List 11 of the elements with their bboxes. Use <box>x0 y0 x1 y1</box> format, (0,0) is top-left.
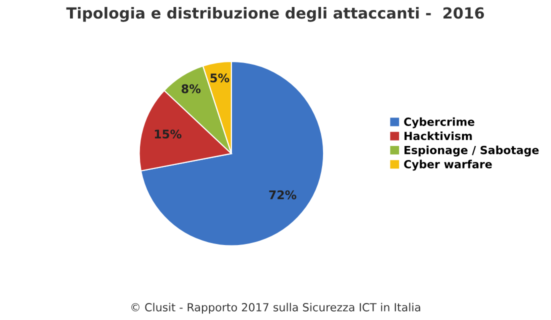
data-label: 15% <box>154 130 182 139</box>
text: © Clusit - Rapporto 2017 sulla Sicurezza ICT in Italia <box>131 302 420 314</box>
legend-label: Espionage / Sabotage <box>404 146 539 156</box>
data-label: 72% <box>269 190 296 200</box>
legend-label: Cyber warfare <box>404 160 492 171</box>
legend-label: Cybercrime <box>404 117 474 128</box>
pie-slice <box>140 60 324 246</box>
chart-title: Tipologia e distribuzione degli attaccanti - 2016 <box>66 6 484 22</box>
legend-label: Hacktivism <box>404 132 472 140</box>
data-label: 5% <box>210 73 230 82</box>
data-label: 8% <box>182 84 201 94</box>
